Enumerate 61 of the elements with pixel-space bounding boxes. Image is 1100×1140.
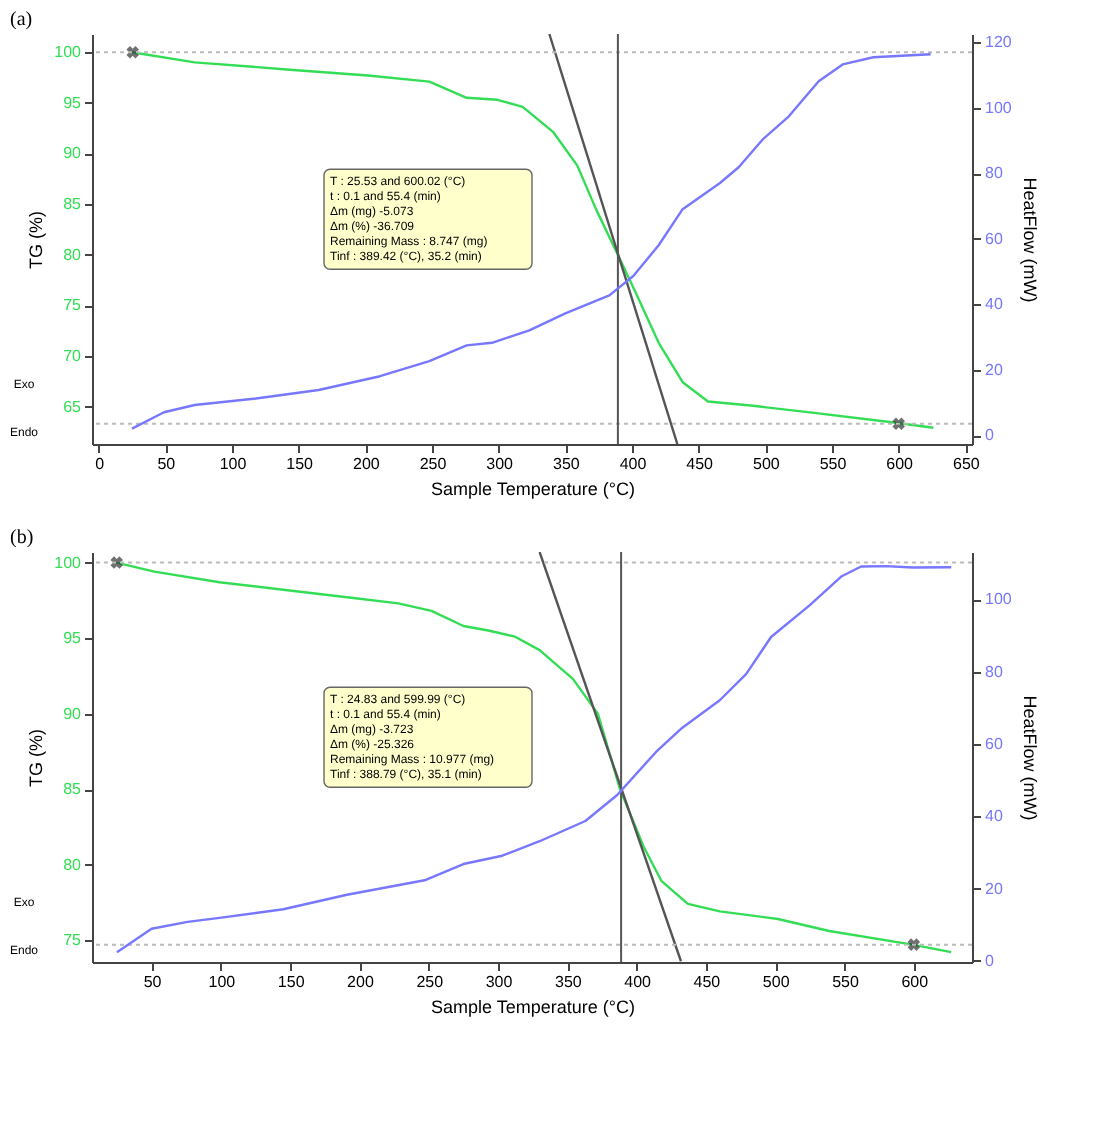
x-tick-label: 550 [832,973,860,991]
chart-title: (a) [9,9,33,31]
x-tick-label: 250 [419,455,448,473]
y2-tick-label: 0 [985,426,995,445]
y-tick-label: 70 [63,346,83,365]
x-axis-title: Sample Temperature (°C) [431,479,635,499]
x-tick-label: 400 [619,455,648,473]
x-tick-label: 100 [208,973,237,991]
x-tick-label: 150 [277,973,306,991]
x-tick-label: 200 [347,973,375,991]
y2-axis-title: HeatFlow (mW) [1019,695,1040,821]
x-tick-label: 400 [624,973,653,991]
chart-title: (b) [9,527,34,549]
y2-tick-label: 20 [985,360,1004,379]
x-tick-label: 0 [95,455,106,473]
y2-tick-label: 0 [985,951,995,970]
x-tick-label: 650 [952,455,981,473]
y2-axis-title: HeatFlow (mW) [1019,177,1040,303]
y2-tick-label: 80 [985,662,1004,681]
y2-tick-label: 40 [985,807,1004,826]
y2-tick-label: 100 [985,590,1013,609]
y-axis-title: TG (%) [26,729,47,787]
y-tick-label: 80 [63,245,83,264]
x-tick-label: 250 [416,973,445,991]
y-tick-label: 80 [63,855,83,874]
y-tick-label: 100 [54,43,83,62]
x-tick-label: 500 [762,973,791,991]
x-tick-label: 150 [286,455,315,473]
x-tick-label: 50 [143,973,163,991]
y-tick-label: 95 [63,629,83,648]
x-tick-label: 500 [752,455,781,473]
y-tick-label: 75 [63,931,83,950]
x-tick-label: 200 [352,455,381,473]
x-tick-label: 550 [819,455,848,473]
x-tick-label: 300 [485,973,514,991]
y-tick-label: 90 [63,144,83,163]
y2-tick-label: 80 [985,164,1004,183]
y-tick-label: 85 [63,195,83,214]
y-tick-label: 100 [54,553,83,572]
x-tick-label: 100 [219,455,248,473]
x-tick-label: 450 [693,973,722,991]
x-tick-label: 350 [554,973,583,991]
y-tick-label: 90 [63,704,83,723]
y-tick-label: 75 [63,296,83,315]
x-tick-label: 450 [686,455,715,473]
y2-tick-label: 40 [985,295,1004,314]
x-tick-label: 600 [901,973,930,991]
x-tick-label: 300 [486,455,515,473]
y-tick-label: 95 [63,93,83,112]
x-tick-label: 50 [157,455,177,473]
x-tick-label: 350 [552,455,581,473]
y2-tick-label: 120 [985,33,1013,52]
x-tick-label: 600 [886,455,915,473]
y2-tick-label: 100 [985,98,1013,117]
y-axis-title: TG (%) [26,211,47,269]
y-tick-label: 65 [63,397,83,416]
y2-tick-label: 60 [985,229,1004,248]
y2-tick-label: 60 [985,734,1004,753]
x-axis-title: Sample Temperature (°C) [431,997,635,1017]
y2-tick-label: 20 [985,879,1004,898]
y-tick-label: 85 [63,780,83,799]
